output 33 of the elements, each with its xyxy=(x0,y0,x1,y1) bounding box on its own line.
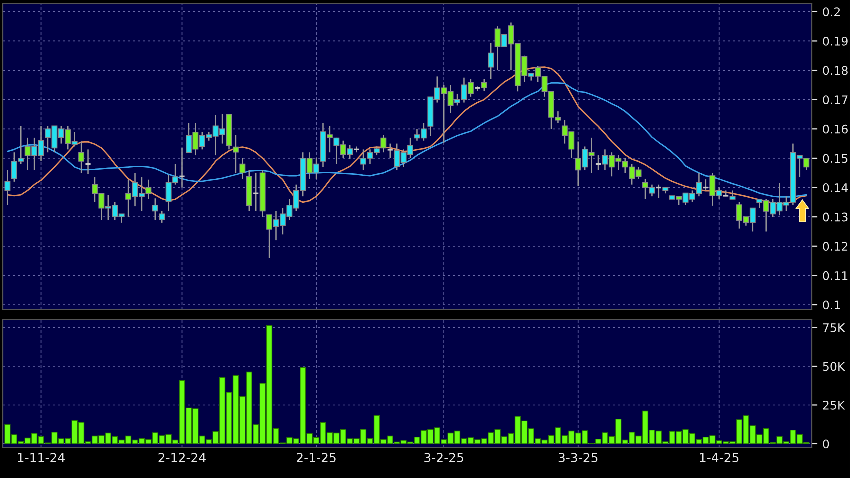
y-tick-label: 0.12 xyxy=(823,242,848,252)
y-tick-label: 0 xyxy=(823,440,830,449)
y-tick-label: 0.2 xyxy=(823,8,840,17)
y-tick-label: 0.16 xyxy=(823,124,848,134)
y-tick-label: 0.17 xyxy=(823,96,848,104)
x-tick-label: 2-1-25 xyxy=(297,453,336,463)
candlestick xyxy=(386,143,394,160)
candlestick xyxy=(232,134,239,174)
candlestick xyxy=(240,158,246,180)
x-tick-label: 1-11-24 xyxy=(18,453,65,462)
y-tick-label: 0.18 xyxy=(823,66,848,76)
y-tick-label: 0.1 xyxy=(823,300,840,310)
x-tick-label: 3-3-25 xyxy=(558,453,598,463)
y-tick-label: 0.14 xyxy=(823,184,848,192)
candlestick xyxy=(152,198,158,221)
x-tick-label: 2-12-24 xyxy=(158,453,206,462)
candlestick xyxy=(78,141,85,174)
candlestick xyxy=(481,78,488,92)
y-tick-label: 25K xyxy=(823,400,846,410)
x-tick-label: 3-2-25 xyxy=(424,453,464,463)
candlestick xyxy=(84,149,92,175)
y-tick-label: 0.11 xyxy=(823,271,848,280)
candlestick xyxy=(4,170,11,206)
y-tick-label: 75K xyxy=(823,324,846,332)
y-tick-label: 50K xyxy=(823,362,846,372)
y-tick-label: 0.15 xyxy=(823,154,848,164)
candlestick xyxy=(380,134,387,154)
candlestick xyxy=(159,210,166,224)
y-tick-label: 0.19 xyxy=(823,36,848,46)
y-tick-label: 0.13 xyxy=(823,212,848,222)
candlestick xyxy=(178,147,186,188)
x-tick-label: 1-4-25 xyxy=(700,453,739,463)
candlestick xyxy=(488,42,494,80)
